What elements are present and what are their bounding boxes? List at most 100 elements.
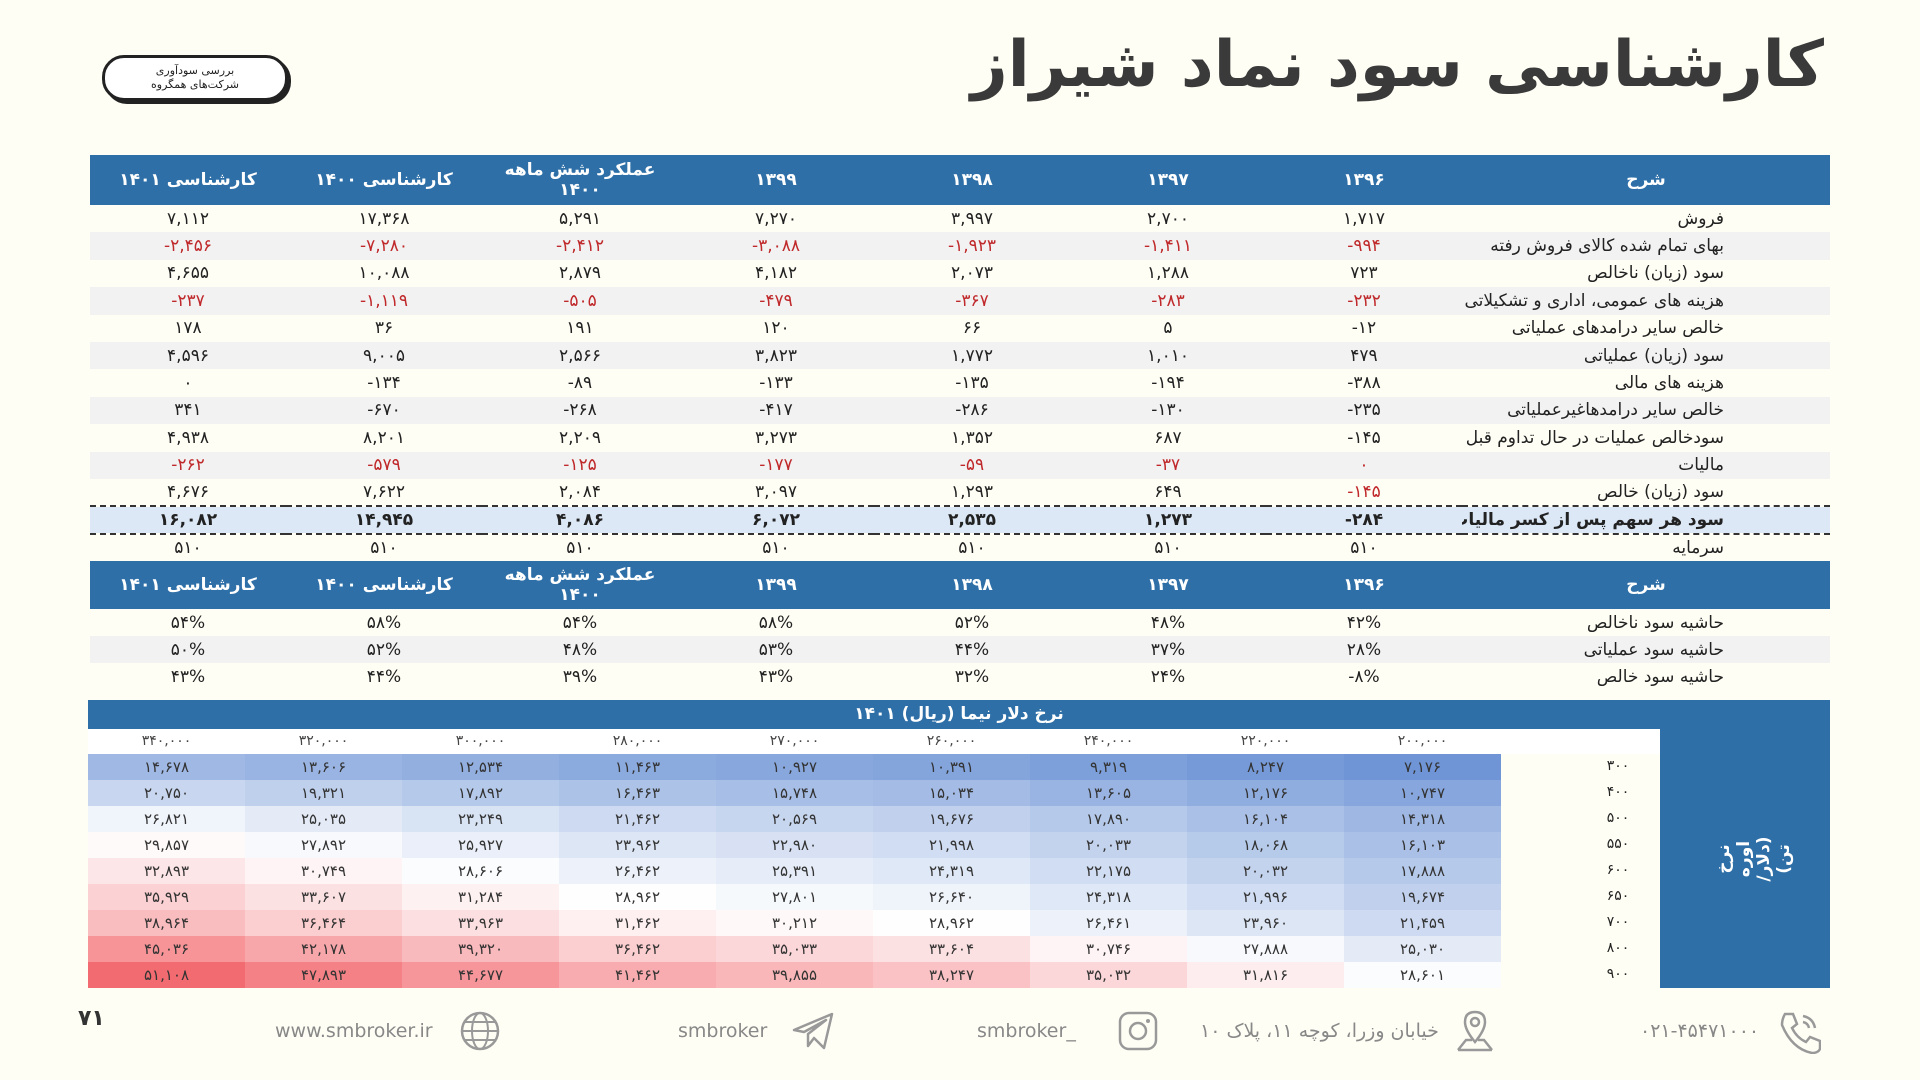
table-row: ۴,۹۳۸ ۸,۲۰۱ ۲,۲۰۹ ۳,۲۷۳ ۱,۳۵۲ ۶۸۷ -۱۴۵ سودخالص … (90, 424, 1830, 451)
urea-price-row-label: ۷۰۰ (1606, 914, 1630, 930)
table-cell: ۴,۹۳۸ (167, 427, 209, 448)
row-label: حاشیه سود عملیاتی (1462, 636, 1830, 663)
footer-address: خیابان وزرا، کوچه ۱۱، پلاک ۱۰ (1200, 1020, 1439, 1042)
heatmap-cell: ۳۳,۶۰۷ (245, 884, 402, 910)
table-cell: -۴۱۷ (678, 396, 874, 425)
footer-telegram[interactable]: smbroker (678, 1020, 768, 1042)
badge-line-1: بررسی سودآوری (155, 64, 235, 77)
heatmap-cell: ۲۸,۹۶۲ (873, 910, 1030, 936)
table-cell: ۶۶ (962, 318, 982, 339)
heatmap-cell: ۳۳,۹۶۳ (402, 910, 559, 936)
table-cell: ۲,۵۶۶ (482, 341, 678, 370)
table-cell: ۲,۰۷۳ (951, 263, 993, 284)
table-cell: ۴۲% (1346, 612, 1382, 633)
table-cell: ۳,۰۹۷ (755, 482, 797, 503)
urea-price-row-label: ۸۰۰ (1606, 940, 1630, 956)
table-cell: ۵۸% (758, 612, 794, 633)
row-label: هزینه های عمومی، اداری و تشکیلاتی (1462, 287, 1830, 315)
table-cell: ۷,۲۷۰ (755, 208, 797, 229)
header-col-1: کارشناسی ۱۴۰۰ (286, 155, 482, 205)
header-col-6: ۱۳۹۶ (1266, 155, 1462, 205)
heatmap-cell: ۲۲,۹۸۰ (716, 832, 873, 858)
header-col-6: ۱۳۹۶ (1266, 561, 1462, 609)
table-cell: -۵۷۹ (286, 451, 482, 479)
table-cell: ۲,۸۷۹ (559, 263, 601, 284)
table-cell: -۱۳۵ (955, 373, 989, 394)
table-cell: -۲۸۴ (1266, 505, 1462, 535)
heatmap-cell: ۳۶,۴۶۲ (559, 936, 716, 962)
table-cell: ۴۴% (874, 636, 1070, 663)
heatmap-cell: ۱۰,۹۲۷ (716, 754, 873, 780)
heatmap-cell: ۳۲,۸۹۳ (88, 858, 245, 884)
heatmap-cell: ۲۸,۹۶۲ (559, 884, 716, 910)
table-row: ۱۷۸ ۳۶ ۱۹۱ ۱۲۰ ۶۶ ۵ -۱۲ خالص سایر درامدهای عملی… (90, 315, 1830, 342)
table-cell: ۳۴۱ (90, 396, 286, 425)
table-cell: -۱۹۴ (1151, 373, 1185, 394)
heatmap-cell: ۲۱,۹۹۶ (1187, 884, 1344, 910)
heatmap-cell: ۲۴,۳۱۹ (873, 858, 1030, 884)
table-cell: -۱۳۳ (759, 373, 793, 394)
table-cell: ۵۳% (678, 636, 874, 663)
table-cell: ۱,۲۸۸ (1147, 263, 1189, 284)
table-row: ۴,۶۵۵ ۱۰,۰۸۸ ۲,۸۷۹ ۴,۱۸۲ ۲,۰۷۳ ۱,۲۸۸ ۷۲۳ سود (ز… (90, 260, 1830, 287)
table-cell: ۴۳% (170, 666, 206, 687)
table-cell: ۳۹% (562, 666, 598, 687)
table-cell: -۵۰۵ (482, 287, 678, 315)
table-cell: ۵۴% (562, 612, 598, 633)
table-cell: ۱,۰۱۰ (1070, 341, 1266, 370)
table-cell: ۱,۳۵۲ (951, 427, 993, 448)
header-col-1: کارشناسی ۱۴۰۰ (286, 561, 482, 609)
heatmap-cell: ۱۹,۳۲۱ (245, 780, 402, 806)
heatmap-cell: ۲۵,۰۳۰ (1344, 936, 1501, 962)
header-col-2: عملکرد شش ماهه ۱۴۰۰ (482, 155, 678, 205)
section-badge: بررسی سودآوری شرکت‌های همگروه (102, 55, 288, 101)
heatmap-cell: ۳۹,۳۲۰ (402, 936, 559, 962)
row-label: فروش (1677, 208, 1724, 229)
dollar-rate-column-label: ۳۲۰,۰۰۰ (298, 733, 349, 749)
footer-instagram[interactable]: smbroker_ (977, 1020, 1076, 1042)
table-cell: -۲۳۵ (1266, 396, 1462, 425)
heatmap-cell: ۴۲,۱۷۸ (245, 936, 402, 962)
header-col-2: عملکرد شش ماهه ۱۴۰۰ (482, 561, 678, 609)
table-cell: ۶۴۹ (1154, 482, 1182, 503)
table-row: ۴,۶۷۶ ۷,۶۲۲ ۲,۰۸۴ ۳,۰۹۷ ۱,۲۹۳ ۶۴۹ -۱۴۵ سود (زیا… (90, 479, 1830, 506)
header-col-4: ۱۳۹۸ (874, 155, 1070, 205)
dollar-rate-column-label: ۲۴۰,۰۰۰ (1083, 733, 1134, 749)
heatmap-cell: ۱۷,۸۹۲ (402, 780, 559, 806)
heatmap-cell: ۱۷,۸۸۸ (1344, 858, 1501, 884)
sensitivity-side-panel: نرخ اوره (دلار/تن) (1660, 729, 1830, 988)
heatmap-cell: ۵۱,۱۰۸ (88, 962, 245, 988)
footer-phone: ۰۲۱-۴۵۴۷۱۰۰۰ (1640, 1020, 1760, 1042)
table-cell: -۹۹۴ (1266, 232, 1462, 260)
heatmap-cell: ۲۶,۸۲۱ (88, 806, 245, 832)
row-label: هزینه های مالی (1614, 373, 1724, 394)
heatmap-cell: ۱۱,۴۶۳ (559, 754, 716, 780)
table-cell: ۵۱۰ (1154, 537, 1182, 558)
table-cell: ۵۲% (954, 612, 990, 633)
heatmap-cell: ۱۸,۰۶۸ (1187, 832, 1344, 858)
page-title: کارشناسی سود نماد شیراز (970, 28, 1825, 102)
heatmap-cell: ۱۶,۱۰۴ (1187, 806, 1344, 832)
page-number: ۷۱ (78, 1006, 105, 1031)
heatmap-cell: ۲۲,۱۷۵ (1030, 858, 1187, 884)
table-cell: ۱,۷۷۲ (874, 341, 1070, 370)
row-label: خالص سایر درامدهای عملیاتی (1511, 318, 1724, 339)
heatmap-cell: ۲۰,۰۳۳ (1030, 832, 1187, 858)
heatmap-cell: ۳۵,۹۲۹ (88, 884, 245, 910)
table-row: ۵۱۰ ۵۱۰ ۵۱۰ ۵۱۰ ۵۱۰ ۵۱۰ ۵۱۰ سرمایه (90, 534, 1830, 561)
table-cell: -۲۳۷ (90, 287, 286, 315)
table-cell: ۲,۲۰۹ (559, 427, 601, 448)
row-label: سرمایه (1672, 537, 1724, 558)
table-row: ۷,۱۱۲ ۱۷,۳۶۸ ۵,۲۹۱ ۷,۲۷۰ ۳,۹۹۷ ۲,۷۰۰ ۱,۷۱۷ فروش (90, 205, 1830, 232)
table-row: -۲,۴۵۶ -۷,۲۸۰ -۲,۴۱۲ -۳,۰۸۸ -۱,۹۲۳ -۱,۴۱۱ -۹۹۴… (90, 232, 1830, 260)
table-cell: ۸,۲۰۱ (363, 427, 405, 448)
heatmap-cell: ۳۸,۹۶۴ (88, 910, 245, 936)
footer-website[interactable]: www.smbroker.ir (275, 1020, 433, 1042)
table-cell: -۱,۱۱۹ (286, 287, 482, 315)
location-pin-icon (1457, 1010, 1493, 1052)
header-col-3: ۱۳۹۹ (678, 561, 874, 609)
table-cell: -۳,۰۸۸ (678, 232, 874, 260)
table-row: ۰ -۱۳۴ -۸۹ -۱۳۳ -۱۳۵ -۱۹۴ -۳۸۸ هزینه های مالی (90, 369, 1830, 396)
margin-table: کارشناسی ۱۴۰۱ کارشناسی ۱۴۰۰ عملکرد شش ماهه… (90, 561, 1830, 690)
table-cell: ۵,۲۹۱ (559, 208, 601, 229)
